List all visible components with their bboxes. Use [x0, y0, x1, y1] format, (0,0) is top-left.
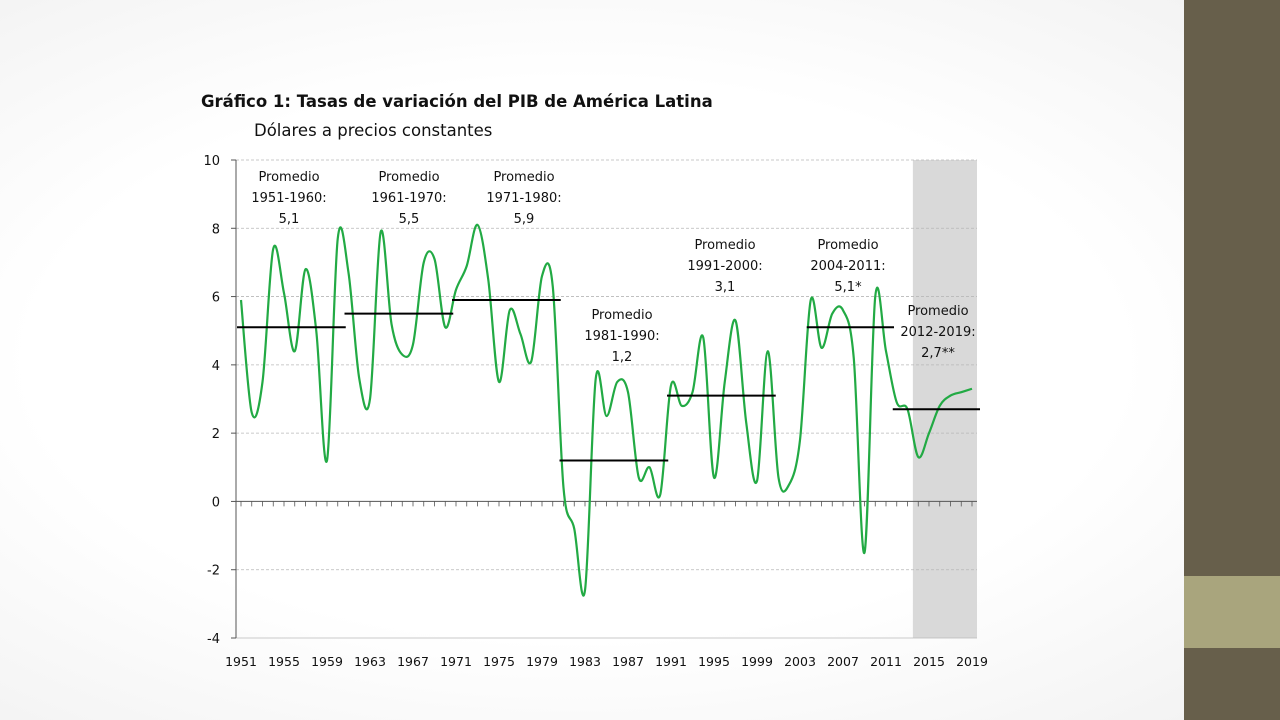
x-tick-label: 1987: [612, 654, 644, 669]
period-average-label: Promedio 2004-2011: 5,1*: [810, 238, 885, 295]
y-tick-label: 0: [212, 495, 220, 510]
x-tick-label: 1963: [354, 654, 386, 669]
period-average-label: Promedio 1951-1960: 5,1: [251, 170, 326, 227]
y-tick-label: 10: [203, 154, 220, 169]
y-tick-label: 2: [212, 427, 220, 442]
x-tick-label: 1991: [655, 654, 687, 669]
x-tick-label: 2003: [784, 654, 816, 669]
x-tick-label: 1955: [268, 654, 300, 669]
gdp-growth-chart: -4 -2 0 2 4 6 8 10 1951 1955 1959 1963 1967 1971 1975…: [203, 154, 988, 669]
x-tick-label: 1951: [225, 654, 257, 669]
x-tick-label: 2015: [913, 654, 945, 669]
gdp-growth-series-line: [239, 223, 973, 597]
period-average-label: Promedio 1961-1970: 5,5: [371, 170, 446, 227]
x-tick-label: 1967: [397, 654, 429, 669]
y-tick-label: 8: [212, 222, 220, 237]
x-tick-label: 1983: [569, 654, 601, 669]
x-tick-label: 1975: [483, 654, 515, 669]
y-tick-label: 4: [212, 359, 220, 374]
x-tick-label: 1979: [526, 654, 558, 669]
x-tick-label: 2011: [870, 654, 902, 669]
x-tick-label: 1995: [698, 654, 730, 669]
period-average-label: Promedio 1991-2000: 3,1: [687, 238, 762, 295]
slide-sidebar-accent: [1184, 576, 1280, 648]
y-tick-label: -2: [207, 564, 220, 579]
chart-subtitle: Dólares a precios constantes: [254, 121, 493, 140]
x-tick-label: 2007: [827, 654, 859, 669]
y-tick-label: 6: [212, 291, 220, 306]
x-tick-label: 1999: [741, 654, 773, 669]
period-average-label: Promedio 2012-2019: 2,7**: [900, 304, 975, 361]
y-tick-label: -4: [207, 632, 220, 647]
period-average-label: Promedio 1981-1990: 1,2: [584, 308, 659, 365]
x-tick-label: 1959: [311, 654, 343, 669]
period-average-label: Promedio 1971-1980: 5,9: [486, 170, 561, 227]
x-tick-label: 2019: [956, 654, 988, 669]
chart-title: Gráfico 1: Tasas de variación del PIB de…: [201, 92, 713, 111]
x-tick-label: 1971: [440, 654, 472, 669]
